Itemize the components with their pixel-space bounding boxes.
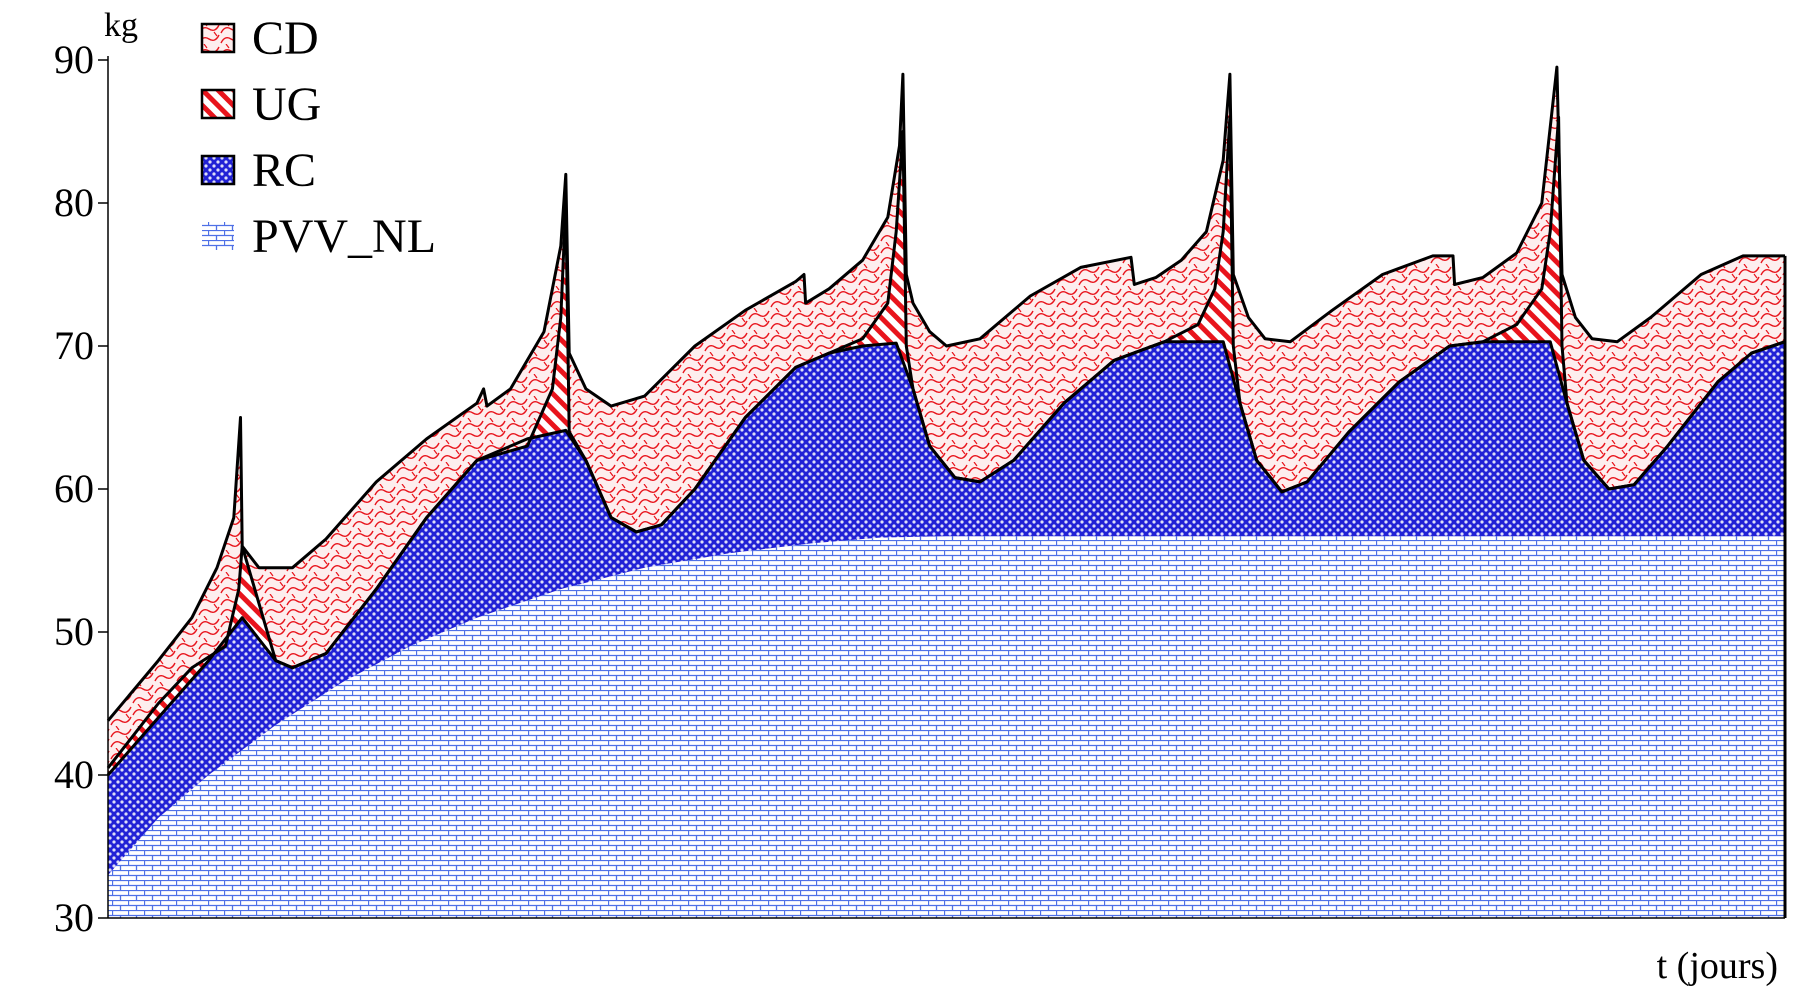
y-tick-label: 70 [54,323,94,368]
area-pvv-nl [108,536,1785,918]
legend-swatch [200,22,236,54]
y-tick-label: 40 [54,752,94,797]
y-tick-label: 50 [54,609,94,654]
legend-item-rc: RC [200,144,316,197]
area-cd [108,67,1785,768]
axes: 30 40 50 60 70 80 90 kg t (jours) [54,7,1785,987]
boundary-line-cd [106,65,1785,722]
y-tick-label: 30 [54,895,94,940]
legend-swatch [200,154,236,186]
legend-item-cd: CD [200,12,319,65]
legend-label: RC [252,144,316,197]
y-tick-label: 60 [54,466,94,511]
y-tick-label: 90 [54,37,94,82]
boundary-line-ug [106,115,1786,769]
legend-label: CD [252,12,319,65]
legend-label: UG [252,78,321,131]
legend-item-pvv-nl: PVV_NL [202,210,436,263]
legend-label: PVV_NL [252,210,436,263]
legend-swatch [202,222,234,250]
series-areas [106,65,1787,918]
y-axis-unit-label: kg [104,7,138,44]
legend: CD UG RC PVV_NL [200,12,436,263]
legend-swatch [200,88,236,120]
y-tick-label: 80 [54,180,94,225]
x-axis-label: t (jours) [1657,945,1778,987]
legend-item-ug: UG [200,78,321,131]
area-rc [108,341,1785,876]
